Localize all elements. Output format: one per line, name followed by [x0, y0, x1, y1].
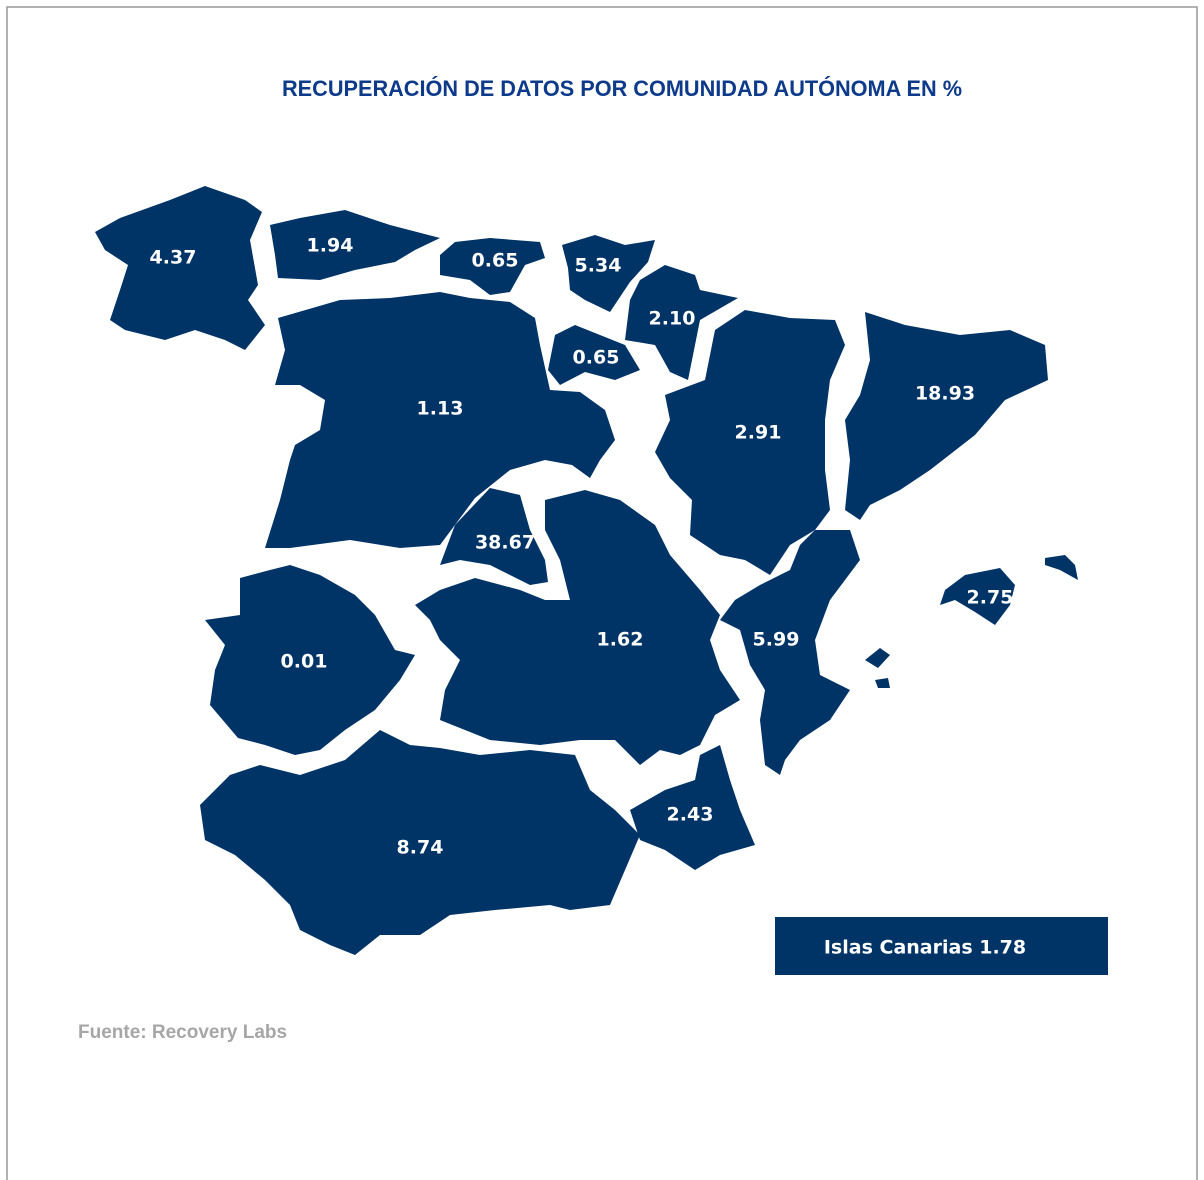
region — [440, 488, 548, 585]
region — [625, 265, 738, 380]
region — [1045, 555, 1078, 580]
region-value: 38.67 — [475, 532, 535, 554]
region — [720, 530, 860, 775]
region — [200, 730, 640, 955]
region — [865, 648, 890, 668]
region — [265, 292, 615, 548]
region — [415, 490, 740, 765]
region-value: 0.65 — [573, 347, 620, 369]
region-value: 1.13 — [417, 398, 464, 420]
region-value: 2.75 — [967, 587, 1014, 609]
region — [205, 565, 415, 755]
region-value: 5.99 — [753, 629, 800, 651]
region — [655, 310, 845, 575]
region-value: 4.37 — [150, 247, 197, 269]
region — [845, 312, 1048, 520]
region-value: 0.01 — [281, 651, 328, 673]
map-title: RECUPERACIÓN DE DATOS POR COMUNIDAD AUTÓ… — [282, 76, 962, 101]
region-value: 5.34 — [575, 255, 622, 277]
region — [562, 235, 655, 312]
region-value: 18.93 — [915, 383, 975, 405]
region-labels: 4.37 1.94 0.65 5.34 2.10 0.65 1.13 2.91 … — [150, 235, 1027, 959]
region — [940, 568, 1015, 625]
region — [630, 745, 755, 870]
region-value: 1.94 — [307, 235, 354, 257]
inset-label: Islas Canarias 1.78 — [824, 937, 1026, 959]
frame — [6, 6, 1198, 1180]
source: Fuente: Recovery Labs — [78, 1022, 287, 1043]
region — [548, 325, 640, 385]
region — [95, 186, 265, 350]
region-value: 0.65 — [472, 250, 519, 272]
regions — [95, 186, 1108, 975]
region-value: 2.10 — [649, 308, 696, 330]
region-value: 8.74 — [397, 837, 444, 859]
region — [875, 678, 890, 688]
inset-box — [775, 917, 1108, 975]
region-value: 2.43 — [667, 804, 714, 826]
region-value: 1.62 — [597, 629, 644, 651]
region — [270, 210, 440, 280]
region-value: 2.91 — [735, 422, 782, 444]
region — [440, 238, 545, 295]
